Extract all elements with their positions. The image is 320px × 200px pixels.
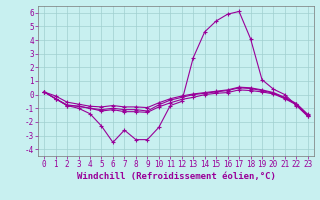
X-axis label: Windchill (Refroidissement éolien,°C): Windchill (Refroidissement éolien,°C) <box>76 172 276 181</box>
